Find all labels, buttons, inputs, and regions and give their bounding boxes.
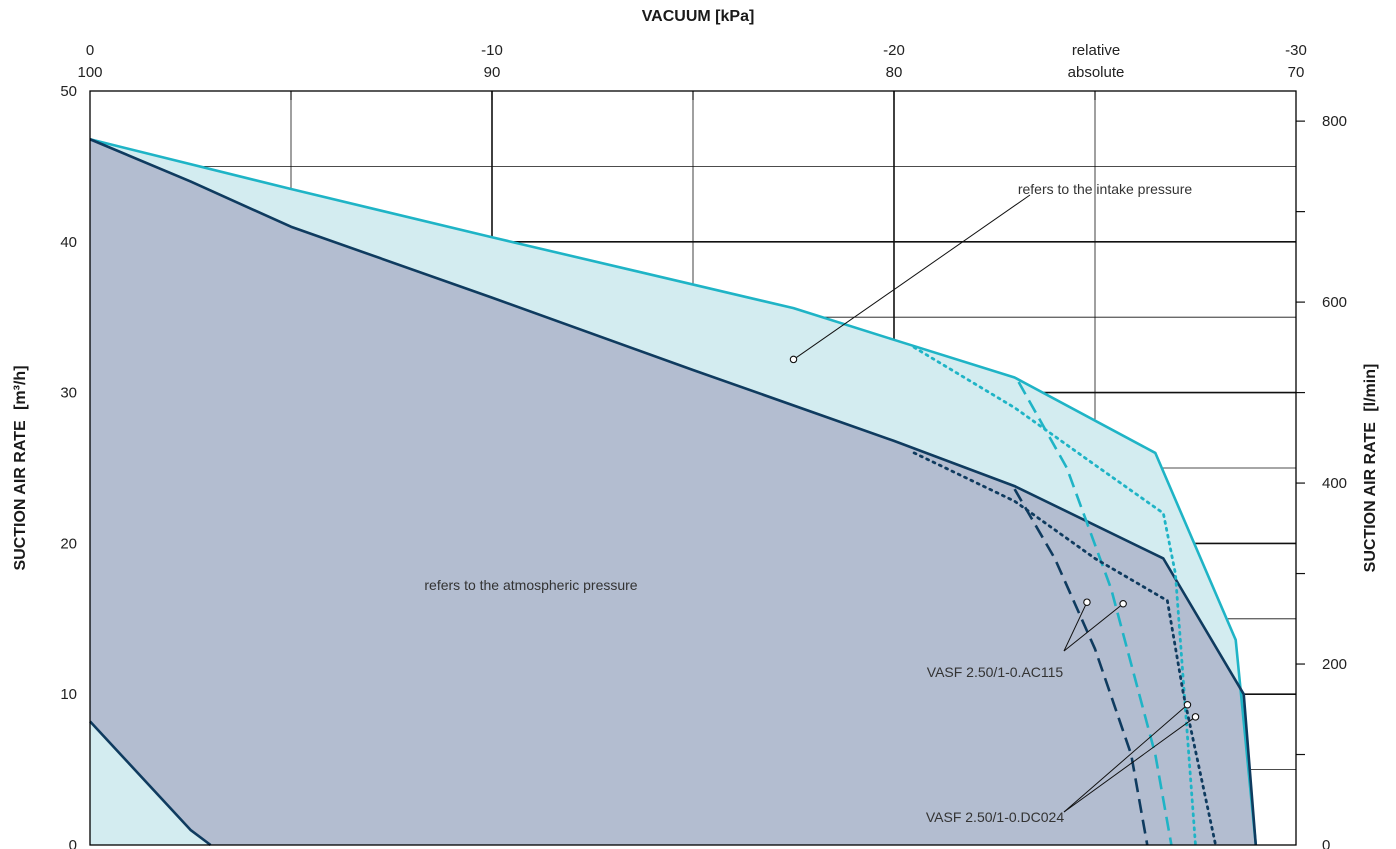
y-right-axis-unit: [l/min]	[1362, 364, 1379, 412]
dc024-marker	[1191, 713, 1200, 721]
y-right-tick: 0	[1322, 837, 1330, 849]
y-left-tick: 0	[69, 837, 77, 849]
top-tick-relative: 0	[86, 42, 94, 59]
annotations: refers to the intake pressure refers to t…	[424, 181, 1200, 825]
absolute-label: absolute	[1068, 64, 1125, 81]
top-tick-absolute: 90	[484, 64, 501, 81]
y-left-tick: 50	[60, 83, 77, 100]
series-line-3	[1013, 488, 1149, 846]
series-line-2	[1017, 381, 1173, 846]
dc024-leader-line	[1063, 716, 1196, 813]
series-line-1	[89, 138, 1258, 846]
top-tick-relative: -10	[481, 42, 503, 59]
intake-leader-line	[796, 194, 1031, 358]
y-left-axis-unit: [m³/h]	[12, 365, 29, 409]
y-left-tick: 30	[60, 385, 77, 402]
ac115-leader-line	[1063, 601, 1088, 652]
ac115-marker	[1083, 598, 1091, 606]
ac115-marker	[1119, 599, 1127, 608]
y-left-axis-label: SUCTION AIR RATE	[12, 420, 29, 571]
y-right-tick: 200	[1322, 656, 1347, 673]
series-lines	[89, 137, 1258, 847]
y-right-axis-title: SUCTION AIR RATE [l/min]	[1362, 364, 1379, 573]
y-left-tick: 10	[60, 686, 77, 703]
y-right-tick: 600	[1322, 294, 1347, 311]
series-line-4	[912, 345, 1197, 847]
y-right-tick: 800	[1322, 113, 1347, 130]
dc024-label: VASF 2.50/1-0.DC024	[926, 809, 1064, 825]
top-tick-relative: -30	[1285, 42, 1307, 59]
intake-pressure-note: refers to the intake pressure	[1018, 181, 1193, 197]
atmospheric-area	[90, 139, 1256, 846]
dc024-marker	[1183, 701, 1192, 709]
ac115-label: VASF 2.50/1-0.AC115	[927, 664, 1064, 680]
chart-title: VACUUM [kPa]	[642, 8, 755, 25]
relative-label: relative	[1072, 42, 1120, 59]
fill-areas	[90, 139, 1256, 846]
top-tick-absolute: 70	[1288, 64, 1305, 81]
y-left-axis-title: SUCTION AIR RATE [m³/h]	[12, 365, 29, 570]
intake-marker	[789, 355, 798, 364]
top-tick-absolute: 80	[886, 64, 903, 81]
dc024-leader-line	[1063, 704, 1188, 813]
y-right-tick: 400	[1322, 475, 1347, 492]
y-left-tick: 20	[60, 535, 77, 552]
plot-frame	[89, 90, 1297, 846]
y-left-tick: 40	[60, 234, 77, 251]
y-right-axis-label: SUCTION AIR RATE	[1362, 422, 1379, 573]
series-line-5	[912, 451, 1217, 847]
atmospheric-pressure-note: refers to the atmospheric pressure	[424, 577, 637, 593]
series-line-6	[89, 720, 212, 847]
top-tick-relative: -20	[883, 42, 905, 59]
series-line-0	[89, 137, 1258, 846]
ac115-leader-line	[1063, 603, 1124, 652]
top-tick-absolute: 100	[77, 64, 102, 81]
tick-labels: 0 -10 -20 -30 100 90 80 70 0 10 20 30 40 50 0 200 400 600…	[60, 42, 1347, 849]
